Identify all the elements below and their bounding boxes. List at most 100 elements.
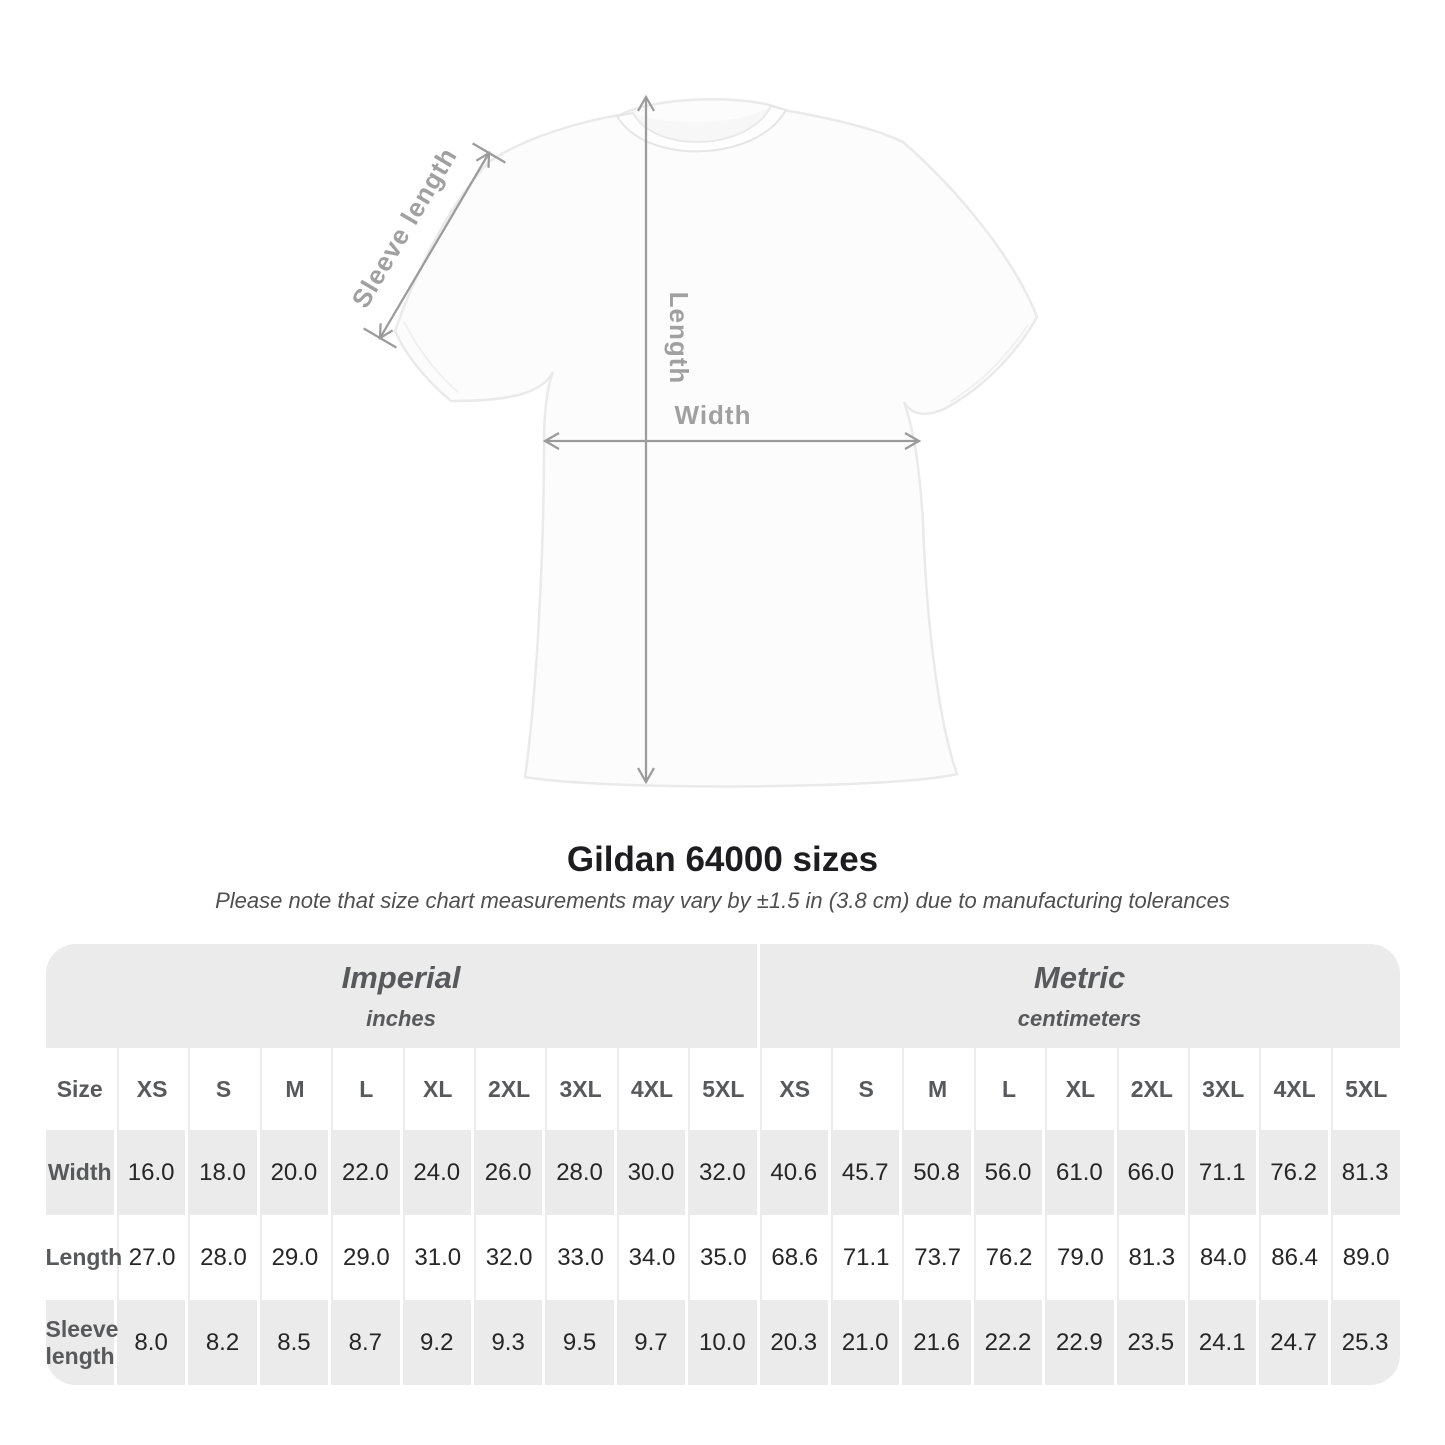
size-header-metric-3xl: 3XL xyxy=(1188,1048,1256,1130)
metric-header: Metric centimeters xyxy=(759,944,1400,1048)
length-imperial-5xl: 35.0 xyxy=(688,1215,756,1300)
sleeve-length-imperial-m: 8.5 xyxy=(259,1300,329,1385)
unit-header-row: Imperial inches Metric centimeters xyxy=(45,944,1400,1048)
length-imperial-s: 28.0 xyxy=(188,1215,256,1300)
sleeve-length-imperial-5xl: 10.0 xyxy=(688,1300,757,1385)
sleeve-length-metric-l: 22.2 xyxy=(973,1300,1043,1385)
collar-inner-shadow xyxy=(633,106,771,142)
measurement-arrows xyxy=(363,94,922,785)
width-imperial-xs: 16.0 xyxy=(116,1130,186,1215)
length-imperial-xl: 31.0 xyxy=(402,1215,471,1300)
length-imperial-xs: 27.0 xyxy=(116,1215,185,1300)
page-title: Gildan 64000 sizes xyxy=(566,840,879,879)
left-sleeve-hem-line xyxy=(403,321,459,393)
length-metric-s: 71.1 xyxy=(830,1215,899,1300)
size-header-imperial-xl: XL xyxy=(402,1048,471,1130)
measurement-row-length: Length 27.0 28.0 29.0 29.0 31.0 32.0 33.0 34.0 35… xyxy=(46,1215,1400,1300)
right-sleeve-hem-line xyxy=(949,324,1029,403)
width-imperial-2xl: 26.0 xyxy=(473,1130,543,1215)
length-metric-m: 73.7 xyxy=(902,1215,970,1300)
length-imperial-4xl: 34.0 xyxy=(616,1215,685,1300)
length-imperial-l: 29.0 xyxy=(331,1215,399,1300)
tshirt-body xyxy=(393,98,1039,788)
width-imperial-xl: 24.0 xyxy=(402,1130,471,1215)
metric-unit: centimeters xyxy=(1017,1006,1142,1031)
imperial-unit: inches xyxy=(366,1006,436,1031)
length-imperial-m: 29.0 xyxy=(259,1215,328,1300)
length-metric-l: 76.2 xyxy=(973,1215,1042,1300)
size-header-imperial-l: L xyxy=(331,1048,399,1130)
metric-title: Metric xyxy=(1033,960,1126,995)
size-header-imperial-s: S xyxy=(188,1048,256,1130)
tolerance-note: Please note that size chart measurements… xyxy=(215,888,1230,913)
length-metric-3xl: 84.0 xyxy=(1188,1215,1256,1300)
size-header-row: Size XS S M L XL 2XL 3XL 4XL 5XL XS S M L XL 2XL 3XL 4XL… xyxy=(46,1048,1400,1130)
measurement-label-sleeve-length: Sleeve length xyxy=(45,1300,118,1385)
sleeve-length-metric-4xl: 24.7 xyxy=(1259,1300,1328,1385)
size-header-imperial-2xl: 2XL xyxy=(473,1048,542,1130)
length-imperial-3xl: 33.0 xyxy=(545,1215,613,1300)
measurement-label-length: Length xyxy=(45,1244,123,1270)
width-imperial-3xl: 28.0 xyxy=(545,1130,614,1215)
size-header-metric-s: S xyxy=(830,1048,899,1130)
sleeve-length-imperial-4xl: 9.7 xyxy=(616,1300,686,1385)
length-metric-xl: 79.0 xyxy=(1045,1215,1113,1300)
width-arrow xyxy=(542,432,922,450)
sleeve-length-metric-3xl: 24.1 xyxy=(1188,1300,1257,1385)
tshirt-collar xyxy=(615,104,788,153)
sleeve-length-metric-xs: 20.3 xyxy=(759,1300,828,1385)
imperial-title: Imperial xyxy=(341,960,461,995)
size-header-metric-xs: XS xyxy=(759,1048,828,1130)
sleeve-length-metric-s: 21.0 xyxy=(830,1300,900,1385)
size-header-metric-m: M xyxy=(902,1048,970,1130)
size-header-metric-5xl: 5XL xyxy=(1330,1048,1400,1130)
size-chart-table: Imperial inches Metric centimeters Size … xyxy=(43,944,1403,1385)
size-column-label: Size xyxy=(56,1075,103,1102)
sleeve-length-metric-xl: 22.9 xyxy=(1045,1300,1114,1385)
size-header-metric-4xl: 4XL xyxy=(1259,1048,1327,1130)
width-imperial-4xl: 30.0 xyxy=(616,1130,686,1215)
measurement-row-width: Width 16.0 18.0 20.0 22.0 24.0 26.0 28.0 30.0 32.… xyxy=(45,1130,1400,1215)
width-metric-l: 56.0 xyxy=(973,1130,1043,1215)
sleeve-length-metric-2xl: 23.5 xyxy=(1116,1300,1185,1385)
length-label: Length xyxy=(664,292,694,385)
width-imperial-s: 18.0 xyxy=(188,1130,257,1215)
width-imperial-m: 20.0 xyxy=(259,1130,329,1215)
size-header-metric-xl: XL xyxy=(1045,1048,1113,1130)
width-imperial-5xl: 32.0 xyxy=(688,1130,757,1215)
width-metric-5xl: 81.3 xyxy=(1330,1130,1400,1215)
size-header-imperial-xs: XS xyxy=(116,1048,185,1130)
width-metric-xs: 40.6 xyxy=(759,1130,828,1215)
sleeve-length-imperial-s: 8.2 xyxy=(188,1300,257,1385)
width-label: Width xyxy=(675,400,752,430)
length-metric-4xl: 86.4 xyxy=(1259,1215,1327,1300)
width-metric-s: 45.7 xyxy=(830,1130,900,1215)
sleeve-length-arrow xyxy=(363,142,506,349)
size-header-imperial-4xl: 4XL xyxy=(616,1048,685,1130)
measurement-label-width: Width xyxy=(45,1130,114,1215)
size-chart-body: Width 16.0 18.0 20.0 22.0 24.0 26.0 28.0 30.0 32.… xyxy=(45,1130,1400,1385)
width-metric-xl: 61.0 xyxy=(1045,1130,1114,1215)
length-arrow xyxy=(637,94,655,785)
size-header-imperial-3xl: 3XL xyxy=(545,1048,613,1130)
length-metric-5xl: 89.0 xyxy=(1330,1215,1400,1300)
sleeve-length-imperial-xl: 9.2 xyxy=(402,1300,471,1385)
measurement-row-sleeve-length: Sleeve length 8.0 8.2 8.5 8.7 9.2 9.3 9.5 9.7 10.… xyxy=(45,1300,1400,1385)
sleeve-length-imperial-3xl: 9.5 xyxy=(545,1300,614,1385)
size-header-imperial-m: M xyxy=(259,1048,328,1130)
tshirt-diagram-svg: Sleeve length Length Width xyxy=(345,94,1039,788)
imperial-header: Imperial inches xyxy=(45,944,757,1048)
length-imperial-2xl: 32.0 xyxy=(473,1215,542,1300)
tshirt-illustration xyxy=(393,98,1039,788)
tshirt-diagram: Sleeve length Length Width xyxy=(345,94,1039,788)
width-metric-4xl: 76.2 xyxy=(1259,1130,1328,1215)
width-metric-2xl: 66.0 xyxy=(1116,1130,1185,1215)
sleeve-length-metric-m: 21.6 xyxy=(902,1300,971,1385)
size-header-metric-2xl: 2XL xyxy=(1116,1048,1185,1130)
width-imperial-l: 22.0 xyxy=(331,1130,400,1215)
size-header-imperial-5xl: 5XL xyxy=(688,1048,756,1130)
width-metric-m: 50.8 xyxy=(902,1130,971,1215)
sleeve-length-imperial-l: 8.7 xyxy=(331,1300,400,1385)
sleeve-length-metric-5xl: 25.3 xyxy=(1330,1300,1400,1385)
